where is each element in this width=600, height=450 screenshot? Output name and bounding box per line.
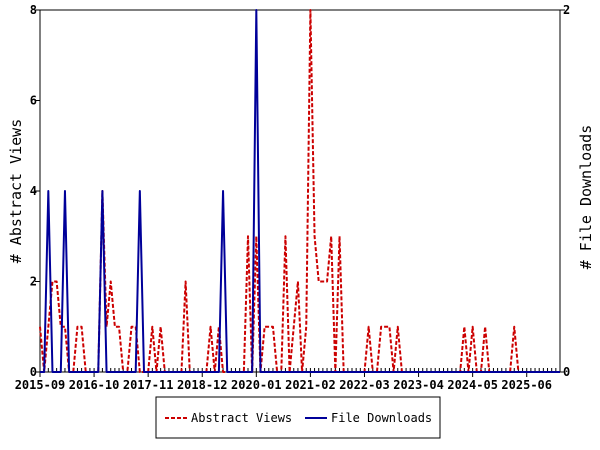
x-tick-label: 2023-04 bbox=[393, 378, 444, 392]
x-tick-label: 2016-10 bbox=[69, 378, 120, 392]
y-left-tick-label: 6 bbox=[30, 94, 37, 108]
y-axis-right: 02 bbox=[560, 3, 570, 379]
x-tick-label: 2015-09 bbox=[15, 378, 66, 392]
x-tick-label: 2024-05 bbox=[447, 378, 498, 392]
x-tick-label: 2021-02 bbox=[285, 378, 336, 392]
y-left-tick-label: 0 bbox=[30, 365, 37, 379]
y-left-tick-label: 2 bbox=[30, 275, 37, 289]
x-tick-label: 2018-12 bbox=[177, 378, 228, 392]
x-tick-label: 2022-03 bbox=[339, 378, 390, 392]
series-line-abstract-views bbox=[39, 9, 560, 373]
x-axis: 2015-09 2016-10 2017-11 2018-12 2020-01 2021-… bbox=[15, 368, 561, 392]
legend: Abstract Views File Downloads bbox=[155, 396, 441, 439]
y-left-tick-label: 4 bbox=[30, 184, 37, 198]
legend-box bbox=[155, 396, 441, 439]
legend-label-file-downloads: File Downloads bbox=[331, 411, 432, 425]
y-axis-right-title: # File Downloads bbox=[577, 125, 595, 270]
legend-label-abstract-views: Abstract Views bbox=[191, 411, 292, 425]
y-right-tick-label: 0 bbox=[563, 365, 570, 379]
y-right-tick-label: 2 bbox=[563, 3, 570, 17]
y-axis-left: 0 2 4 6 8 bbox=[30, 3, 40, 379]
x-tick-label: 2017-11 bbox=[123, 378, 174, 392]
y-axis-left-title: # Abstract Views bbox=[7, 119, 25, 264]
series-line-file-downloads bbox=[40, 9, 560, 373]
x-tick-label: 2025-06 bbox=[501, 378, 552, 392]
y-left-tick-label: 8 bbox=[30, 3, 37, 17]
x-tick-label: 2020-01 bbox=[231, 378, 282, 392]
series-layer bbox=[39, 9, 560, 373]
